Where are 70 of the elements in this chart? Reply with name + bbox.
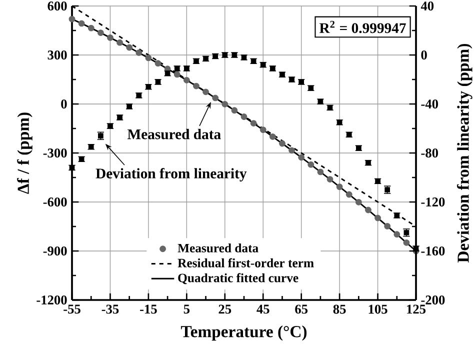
point	[222, 100, 228, 108]
y2-tick-label: -80	[421, 148, 438, 158]
point	[116, 39, 123, 46]
y-tick-label: -1200	[36, 296, 67, 304]
annotation: Deviation from linearity	[96, 168, 247, 182]
x-tick-label: 25	[218, 304, 232, 314]
x-tick-label: 65	[295, 304, 308, 314]
point	[365, 206, 372, 214]
y2-tick-label: 0	[421, 50, 427, 60]
y2-axis-title: Deviation from linearity (ppm)	[456, 44, 472, 262]
x-tick-label: -55	[64, 304, 80, 314]
point	[355, 198, 362, 206]
point	[240, 114, 248, 120]
x-tick-label: 45	[256, 304, 270, 314]
y-tick-label: 0	[61, 100, 67, 108]
point	[298, 154, 305, 161]
y2-tick-label: -120	[421, 198, 445, 206]
point	[308, 161, 314, 168]
point	[260, 126, 266, 134]
point	[97, 30, 104, 36]
point	[126, 44, 133, 51]
legend-label: Residual first-order term	[178, 258, 314, 268]
x-tick-label: -35	[102, 304, 119, 314]
x-axis-title: Temperature (°C)	[180, 326, 307, 341]
x-tick-label: 125	[407, 304, 426, 314]
y2-tick-label: -160	[421, 246, 445, 256]
y2-tick-label: -200	[421, 296, 445, 304]
point	[336, 184, 343, 190]
x-tick-label: 85	[333, 304, 346, 314]
point	[394, 231, 400, 238]
y2-tick-label: -40	[421, 100, 438, 108]
point	[202, 88, 209, 96]
point	[78, 20, 85, 27]
point	[174, 71, 180, 78]
point	[317, 168, 324, 176]
y-tick-label: -900	[43, 246, 67, 256]
legend-label: Measured data	[178, 243, 258, 252]
point	[69, 165, 75, 170]
legend-label: Quadratic fitted curve	[178, 273, 298, 284]
point	[107, 34, 114, 41]
x-tick-label: 105	[368, 304, 388, 314]
point	[183, 76, 190, 84]
point	[269, 133, 276, 140]
point	[68, 16, 76, 22]
annotation: Measured data	[128, 128, 221, 140]
y-axis-title: Δf / f (ppm)	[17, 112, 32, 194]
x-tick-label: 5	[184, 304, 190, 314]
point	[231, 107, 238, 114]
point	[403, 239, 410, 246]
y-tick-label: 600	[48, 2, 67, 10]
point	[193, 82, 200, 90]
point	[279, 140, 286, 147]
y2-tick-label: 40	[420, 2, 434, 10]
point	[136, 50, 142, 56]
point	[88, 24, 94, 32]
point	[384, 222, 391, 230]
point	[288, 147, 295, 154]
y-tick-label: -600	[43, 198, 67, 206]
y-tick-label: -300	[43, 148, 67, 158]
point	[145, 54, 152, 62]
point	[154, 60, 162, 67]
point	[326, 176, 334, 182]
point	[413, 246, 419, 252]
point	[374, 214, 381, 222]
x-tick-label: -15	[140, 304, 157, 314]
point	[346, 191, 352, 198]
y-tick-label: 300	[48, 50, 67, 60]
point	[250, 120, 257, 126]
point	[212, 94, 219, 102]
annotation: R$^{2}$ = 0.999947	[319, 20, 406, 34]
